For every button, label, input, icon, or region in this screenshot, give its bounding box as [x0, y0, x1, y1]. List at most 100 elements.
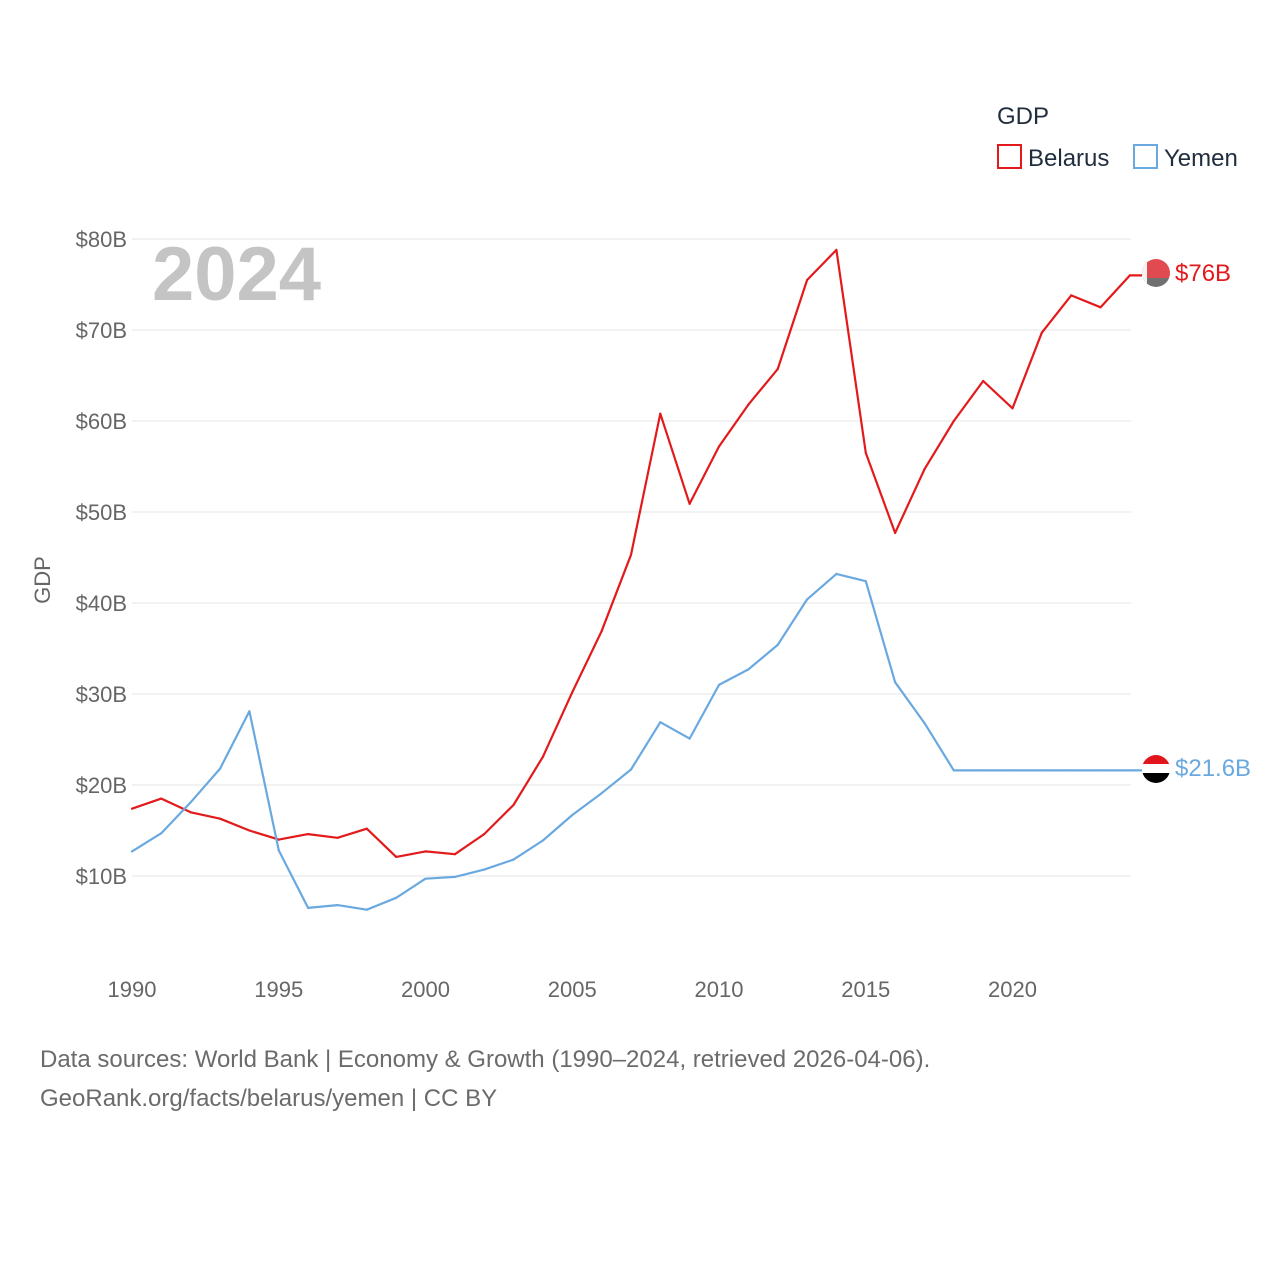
- data-point-yemen-2018: [952, 769, 955, 772]
- y-tick-label: $30B: [76, 682, 127, 707]
- yemen-flag-icon: [1142, 755, 1170, 783]
- data-point-yemen-1993: [219, 767, 222, 770]
- data-point-belarus-2003: [512, 803, 515, 807]
- x-axis-ticks: 1990 1995 2000 2005 2010 2015 2020: [108, 977, 1037, 1002]
- y-axis-ticks: $10B $20B $30B $40B $50B $60B $70B $80B: [76, 227, 127, 889]
- data-point-belarus-2020: [1011, 407, 1014, 410]
- legend: GDP Belarus Yemen: [997, 103, 1238, 172]
- data-point-belarus-1999: [395, 855, 398, 859]
- x-tick-label: 1995: [254, 977, 303, 1002]
- series-yemen: $21.6B: [130, 572, 1251, 911]
- data-point-yemen-2008: [659, 721, 662, 724]
- data-point-belarus-1992: [189, 811, 192, 814]
- x-tick-label: 1990: [108, 977, 157, 1002]
- legend-swatch-belarus: [997, 144, 1022, 169]
- x-tick-label: 2020: [988, 977, 1037, 1002]
- data-point-belarus-1993: [219, 817, 222, 820]
- data-point-yemen-1991: [160, 832, 163, 835]
- data-point-belarus-1994: [248, 829, 251, 832]
- y-tick-label: $10B: [76, 864, 127, 889]
- data-point-yemen-1992: [189, 801, 192, 804]
- data-point-belarus-2023: [1099, 306, 1102, 309]
- data-point-belarus-1997: [336, 836, 339, 839]
- data-point-yemen-2004: [541, 839, 545, 842]
- data-point-yemen-1996: [307, 906, 310, 910]
- points-belarus: [130, 248, 1131, 859]
- x-tick-label: 2015: [841, 977, 890, 1002]
- y-tick-label: $70B: [76, 318, 127, 343]
- end-label-belarus: $76B: [1175, 260, 1231, 287]
- data-point-yemen-2024: [1128, 769, 1131, 772]
- data-point-belarus-2021: [1040, 331, 1043, 334]
- data-point-belarus-2011: [747, 403, 750, 406]
- source-line: Data sources: World Bank | Economy & Gro…: [40, 1046, 931, 1073]
- legend-item-yemen[interactable]: Yemen: [1133, 144, 1238, 172]
- data-point-yemen-2005: [571, 813, 574, 817]
- legend-swatch-yemen: [1133, 144, 1158, 169]
- series-belarus: $76B: [130, 248, 1231, 859]
- year-label: 2024: [152, 232, 321, 317]
- data-point-belarus-1998: [365, 827, 368, 830]
- data-point-belarus-2016: [894, 531, 897, 535]
- data-point-belarus-2012: [776, 368, 779, 371]
- data-point-yemen-2006: [600, 792, 603, 795]
- data-point-belarus-1991: [160, 797, 163, 800]
- legend-item-belarus[interactable]: Belarus: [997, 144, 1109, 172]
- data-point-yemen-2016: [894, 681, 897, 684]
- belarus-flag-icon: [1142, 259, 1170, 287]
- data-point-yemen-2021: [1040, 769, 1043, 772]
- data-point-yemen-2009: [688, 737, 691, 740]
- data-point-yemen-1994: [248, 710, 251, 713]
- end-label-yemen: $21.6B: [1175, 755, 1251, 782]
- data-point-belarus-2019: [982, 379, 985, 383]
- data-source-note: Data sources: World Bank | Economy & Gro…: [40, 1040, 1240, 1118]
- data-point-yemen-2022: [1070, 769, 1073, 772]
- legend-title: GDP: [997, 103, 1049, 130]
- data-point-belarus-2015: [864, 451, 867, 454]
- data-point-belarus-2014: [835, 248, 838, 251]
- data-point-belarus-2008: [659, 412, 662, 415]
- data-point-belarus-2010: [717, 445, 721, 448]
- y-tick-label: $50B: [76, 500, 127, 525]
- gridlines: [132, 238, 1131, 877]
- data-point-belarus-2007: [629, 553, 633, 556]
- data-point-belarus-2005: [571, 691, 574, 694]
- data-point-yemen-2017: [923, 722, 926, 725]
- data-point-belarus-2004: [541, 755, 545, 758]
- data-point-yemen-2002: [483, 868, 486, 871]
- data-point-belarus-1995: [277, 838, 280, 841]
- data-point-belarus-2009: [688, 502, 691, 505]
- gdp-line-chart: $10B $20B $30B $40B $50B $60B $70B $80B 1990 199…: [30, 103, 1251, 1002]
- data-point-yemen-1995: [277, 849, 280, 852]
- data-point-yemen-2010: [717, 683, 721, 687]
- line-yemen: [131, 572, 1142, 911]
- data-point-belarus-2002: [483, 833, 486, 836]
- y-tick-label: $60B: [76, 409, 127, 434]
- data-point-belarus-2000: [424, 850, 427, 853]
- y-tick-label: $40B: [76, 591, 127, 616]
- x-tick-label: 2005: [548, 977, 597, 1002]
- data-point-belarus-2001: [453, 853, 456, 856]
- points-yemen: [130, 572, 1131, 911]
- legend-label-belarus: Belarus: [1028, 145, 1109, 172]
- y-tick-label: $80B: [76, 227, 127, 252]
- data-point-yemen-1997: [336, 904, 339, 907]
- source-link[interactable]: GeoRank.org/facts/belarus/yemen | CC BY: [40, 1085, 498, 1112]
- data-point-belarus-1996: [307, 833, 310, 836]
- data-point-yemen-2003: [512, 858, 515, 861]
- data-point-belarus-2013: [806, 278, 809, 282]
- data-point-yemen-2007: [629, 768, 633, 771]
- data-point-belarus-2006: [600, 630, 603, 633]
- data-point-yemen-1990: [130, 850, 134, 853]
- data-point-belarus-2017: [923, 468, 926, 471]
- data-point-yemen-2023: [1099, 769, 1102, 772]
- data-point-yemen-2011: [747, 668, 750, 671]
- data-point-yemen-2012: [776, 643, 779, 647]
- data-point-belarus-2022: [1070, 294, 1073, 297]
- data-point-yemen-2013: [806, 598, 809, 601]
- data-point-yemen-2001: [453, 875, 456, 879]
- legend-label-yemen: Yemen: [1164, 145, 1238, 172]
- y-tick-label: $20B: [76, 773, 127, 798]
- data-point-belarus-2024: [1128, 274, 1131, 277]
- x-tick-label: 2000: [401, 977, 450, 1002]
